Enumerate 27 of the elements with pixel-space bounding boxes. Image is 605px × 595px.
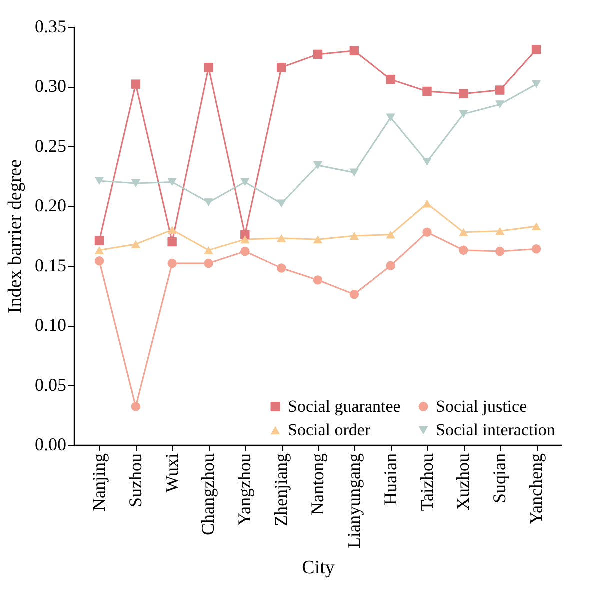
x-tick-label: Suzhou bbox=[125, 454, 146, 508]
x-tick-label: Taizhou bbox=[416, 454, 437, 512]
x-axis-title: City bbox=[302, 557, 336, 578]
y-tick-label: 0.20 bbox=[35, 196, 66, 216]
x-tick-label: Nantong bbox=[308, 454, 328, 516]
x-tick-label: Changzhou bbox=[198, 454, 218, 536]
y-tick-label: 0.25 bbox=[35, 136, 66, 156]
x-tick-label: Lianyungang bbox=[344, 454, 364, 548]
legend-label: Social guarantee bbox=[288, 396, 401, 416]
x-tick-label: Yangzhou bbox=[234, 454, 255, 526]
x-tick-label: Wuxi bbox=[162, 454, 182, 493]
x-tick-label: Zhenjiang bbox=[271, 454, 292, 526]
y-tick-label: 0.00 bbox=[35, 434, 66, 454]
legend-label: Social order bbox=[288, 420, 371, 440]
legend-label: Social justice bbox=[436, 396, 528, 416]
x-tick-label: Huaian bbox=[380, 454, 400, 506]
x-tick-label: Xuzhou bbox=[453, 454, 474, 510]
y-tick-label: 0.30 bbox=[35, 76, 66, 96]
x-tick-label: Yancheng bbox=[526, 454, 546, 525]
y-tick-label: 0.15 bbox=[35, 255, 66, 276]
y-tick-label: 0.05 bbox=[35, 374, 66, 395]
y-axis-title: Index barrier degree bbox=[5, 159, 26, 314]
x-tick-label: Suqian bbox=[490, 454, 510, 504]
x-tick-label: Nanjing bbox=[88, 454, 109, 512]
y-tick-label: 0.10 bbox=[35, 315, 66, 336]
legend-label: Social interaction bbox=[436, 420, 556, 440]
y-tick-label: 0.35 bbox=[35, 16, 66, 36]
